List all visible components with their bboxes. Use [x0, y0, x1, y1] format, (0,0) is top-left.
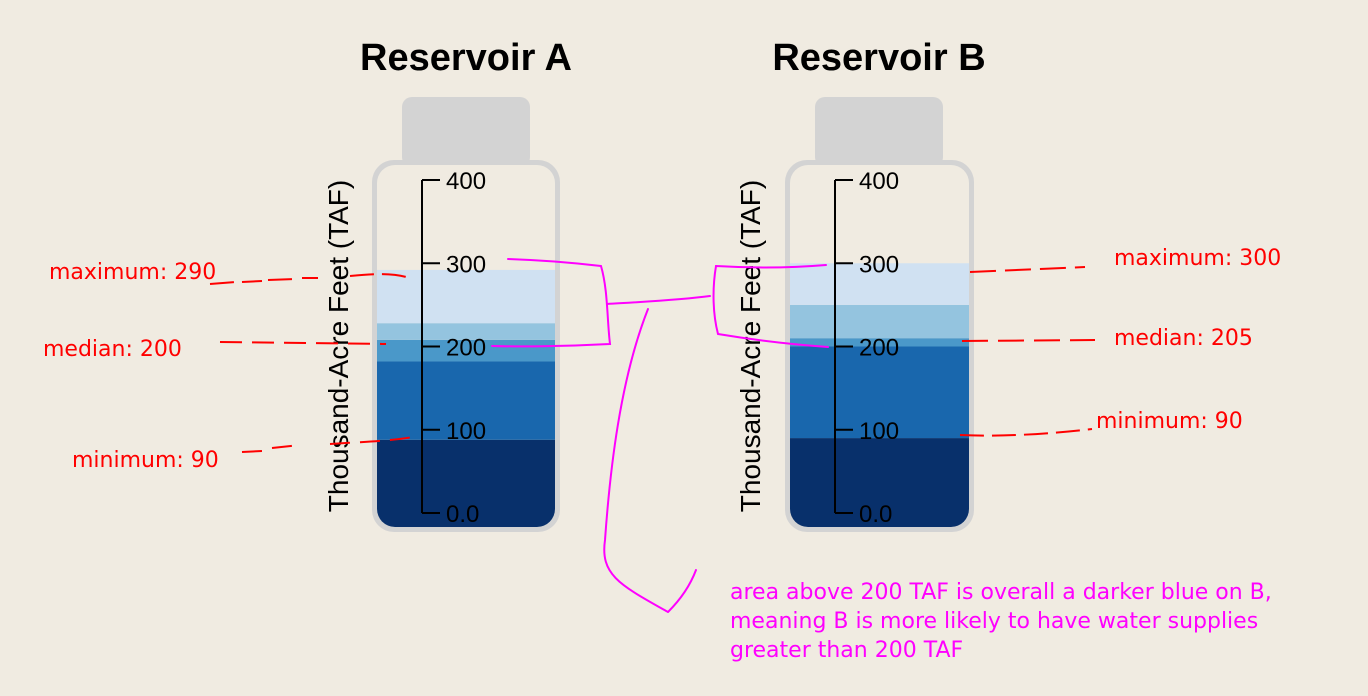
reservoir-b-tick-label-0: 0.0	[859, 501, 892, 528]
connector	[606, 295, 711, 305]
a-median-leader	[219, 341, 387, 345]
reservoir-b-title: Reservoir B	[772, 37, 985, 79]
reservoir-b-tick-label-400: 400	[859, 168, 899, 195]
a-median-label: median: 200	[43, 337, 182, 362]
b-minimum-leader	[959, 428, 1093, 437]
reservoir-a-water-bands	[377, 269, 555, 527]
b-maximum-leader	[969, 266, 1086, 273]
reservoir-a-bottle-cap	[402, 97, 530, 167]
reservoir-a-band-0-88	[377, 439, 555, 527]
reservoir-b-band-90-200	[790, 346, 969, 439]
reservoir-b-band-250-300	[790, 263, 969, 305]
a-maximum-leader	[209, 273, 413, 285]
comment-block: area above 200 TAF is overall a darker b…	[730, 580, 1272, 663]
reservoir-a-tick-label-400: 400	[446, 168, 486, 195]
reservoir-a-axis-ticks: 0.0 100 200 300 400	[422, 168, 486, 528]
reservoir-b-tick-label-200: 200	[859, 335, 899, 362]
reservoir-b: Reservoir B 0.0 100 200 300 400 Thousand-Acr…	[735, 37, 986, 532]
reservoir-b-tick-label-100: 100	[859, 418, 899, 445]
comment-line-1: area above 200 TAF is overall a darker b…	[730, 580, 1272, 605]
magenta-annotations	[491, 258, 829, 613]
reservoir-b-bottle-cap	[815, 97, 943, 167]
comment-line-2: meaning B is more likely to have water s…	[730, 609, 1258, 634]
reservoir-a-tick-label-0: 0.0	[446, 501, 479, 528]
a-minimum-label: minimum: 90	[72, 448, 219, 473]
reservoir-a-tick-label-200: 200	[446, 335, 486, 362]
b-median-label: median: 205	[1114, 326, 1253, 351]
reservoir-b-tick-label-300: 300	[859, 251, 899, 278]
comment-line-3: greater than 200 TAF	[730, 638, 963, 663]
reservoir-a-title: Reservoir A	[360, 37, 572, 79]
b-maximum-label: maximum: 300	[1114, 246, 1281, 271]
reservoir-b-band-210-250	[790, 304, 969, 339]
reservoir-b-band-200-210	[790, 338, 969, 347]
reservoir-a-tick-label-100: 100	[446, 418, 486, 445]
reservoir-a-y-axis-label: Thousand-Acre Feet (TAF)	[323, 180, 354, 512]
reservoir-b-y-axis-label: Thousand-Acre Feet (TAF)	[735, 180, 766, 512]
b-minimum-label: minimum: 90	[1096, 409, 1243, 434]
reservoir-b-water-bands	[790, 263, 969, 527]
reservoir-b-band-0-90	[790, 438, 969, 527]
reservoir-a-tick-label-300: 300	[446, 251, 486, 278]
reservoir-a-band-88-182	[377, 361, 555, 440]
reservoir-a: Reservoir A 0.0 100 200 300 400 Thousand-Acr…	[323, 37, 572, 532]
comment-arrow	[603, 308, 697, 613]
a-maximum-label: maximum: 290	[49, 260, 216, 285]
reservoir-b-axis-ticks: 0.0 100 200 300 400	[835, 168, 899, 528]
b-median-leader	[961, 339, 1096, 342]
red-annotations	[209, 266, 1096, 453]
reservoir-a-band-228-292	[377, 269, 555, 324]
b-bracket	[712, 264, 829, 348]
a-bracket	[491, 258, 612, 348]
a-minimum-leader	[241, 435, 419, 453]
